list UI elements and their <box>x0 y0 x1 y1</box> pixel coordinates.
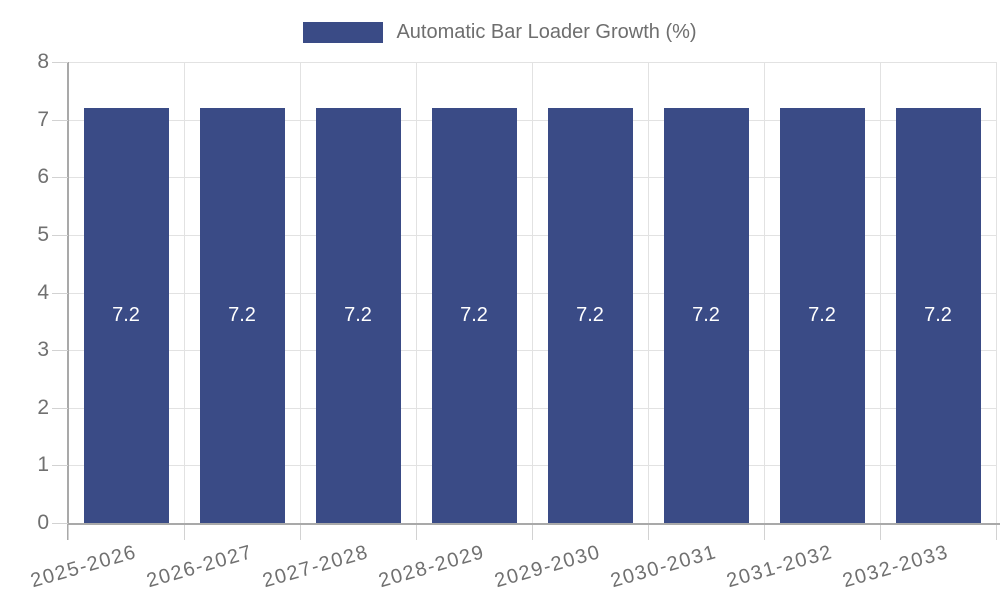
bar-value-label: 7.2 <box>808 304 836 327</box>
y-axis-tick <box>52 407 68 409</box>
bar-2030-2031: 7.2 <box>663 108 749 523</box>
y-axis-tick-label: 0 <box>37 511 49 534</box>
v-gridline <box>764 62 765 523</box>
bar-2025-2026: 7.2 <box>83 108 169 523</box>
legend-label: Automatic Bar Loader Growth (%) <box>396 21 697 43</box>
y-axis-tick <box>52 523 68 524</box>
y-axis-tick-label: 1 <box>37 453 49 477</box>
y-axis-tick-label: 5 <box>37 222 49 246</box>
v-gridline <box>532 62 533 523</box>
x-axis-tick-label: 2028-2029 <box>376 541 488 593</box>
y-axis-tick-label: 3 <box>37 338 49 362</box>
y-axis-tick <box>52 119 68 121</box>
x-axis-tick-label: 2025-2026 <box>28 541 140 593</box>
y-axis-tick-label: 6 <box>37 165 49 189</box>
v-gridline <box>880 62 881 523</box>
bar-value-label: 7.2 <box>228 304 256 327</box>
v-gridline <box>416 62 417 523</box>
y-axis-tick <box>52 465 68 467</box>
y-axis-line <box>67 62 69 540</box>
x-axis-tick <box>68 525 69 540</box>
x-axis-tick <box>996 525 997 540</box>
x-axis-tick <box>764 525 765 540</box>
x-axis-tick <box>648 525 649 540</box>
bar-value-label: 7.2 <box>112 304 140 327</box>
bar-value-label: 7.2 <box>344 304 372 327</box>
x-axis-tick <box>532 525 533 540</box>
legend: Automatic Bar Loader Growth (%) <box>0 21 1000 44</box>
x-axis-tick-label: 2030-2031 <box>608 541 720 593</box>
x-axis-tick <box>416 525 417 540</box>
x-axis-tick <box>184 525 185 540</box>
y-axis-tick-label: 7 <box>37 107 49 131</box>
y-axis-tick <box>52 234 68 236</box>
x-axis-line <box>67 523 1000 525</box>
legend-item[interactable]: Automatic Bar Loader Growth (%) <box>303 21 697 44</box>
v-gridline <box>184 62 185 523</box>
y-axis-tick <box>52 177 68 179</box>
y-axis-tick-label: 8 <box>37 50 49 73</box>
y-axis-tick <box>52 350 68 352</box>
bar-value-label: 7.2 <box>924 304 952 327</box>
x-axis-tick <box>300 525 301 540</box>
y-axis-tick-label: 2 <box>37 395 49 419</box>
x-axis-tick-label: 2027-2028 <box>260 541 372 593</box>
bar-2026-2027: 7.2 <box>199 108 285 523</box>
bar-2031-2032: 7.2 <box>779 108 865 523</box>
v-gridline <box>300 62 301 523</box>
y-axis-tick <box>52 62 68 63</box>
x-axis-tick <box>880 525 881 540</box>
bar-2029-2030: 7.2 <box>547 108 633 523</box>
y-axis-tick <box>52 292 68 294</box>
x-axis-tick-label: 2029-2030 <box>492 541 604 593</box>
plot-area: 7.2 7.2 7.2 7.2 7.2 7.2 7.2 7.2 <box>68 62 997 523</box>
x-axis-tick-label: 2032-2033 <box>840 541 952 593</box>
bar-value-label: 7.2 <box>576 304 604 327</box>
bar-2032-2033: 7.2 <box>895 108 981 523</box>
bar-2028-2029: 7.2 <box>431 108 517 523</box>
v-gridline <box>996 62 997 523</box>
bar-value-label: 7.2 <box>692 304 720 327</box>
x-axis-tick-label: 2031-2032 <box>724 541 836 593</box>
x-axis-tick-label: 2026-2027 <box>144 541 256 593</box>
bar-value-label: 7.2 <box>460 304 488 327</box>
v-gridline <box>648 62 649 523</box>
y-axis-tick-label: 4 <box>37 280 49 304</box>
bar-2027-2028: 7.2 <box>315 108 401 523</box>
legend-swatch <box>303 22 384 43</box>
